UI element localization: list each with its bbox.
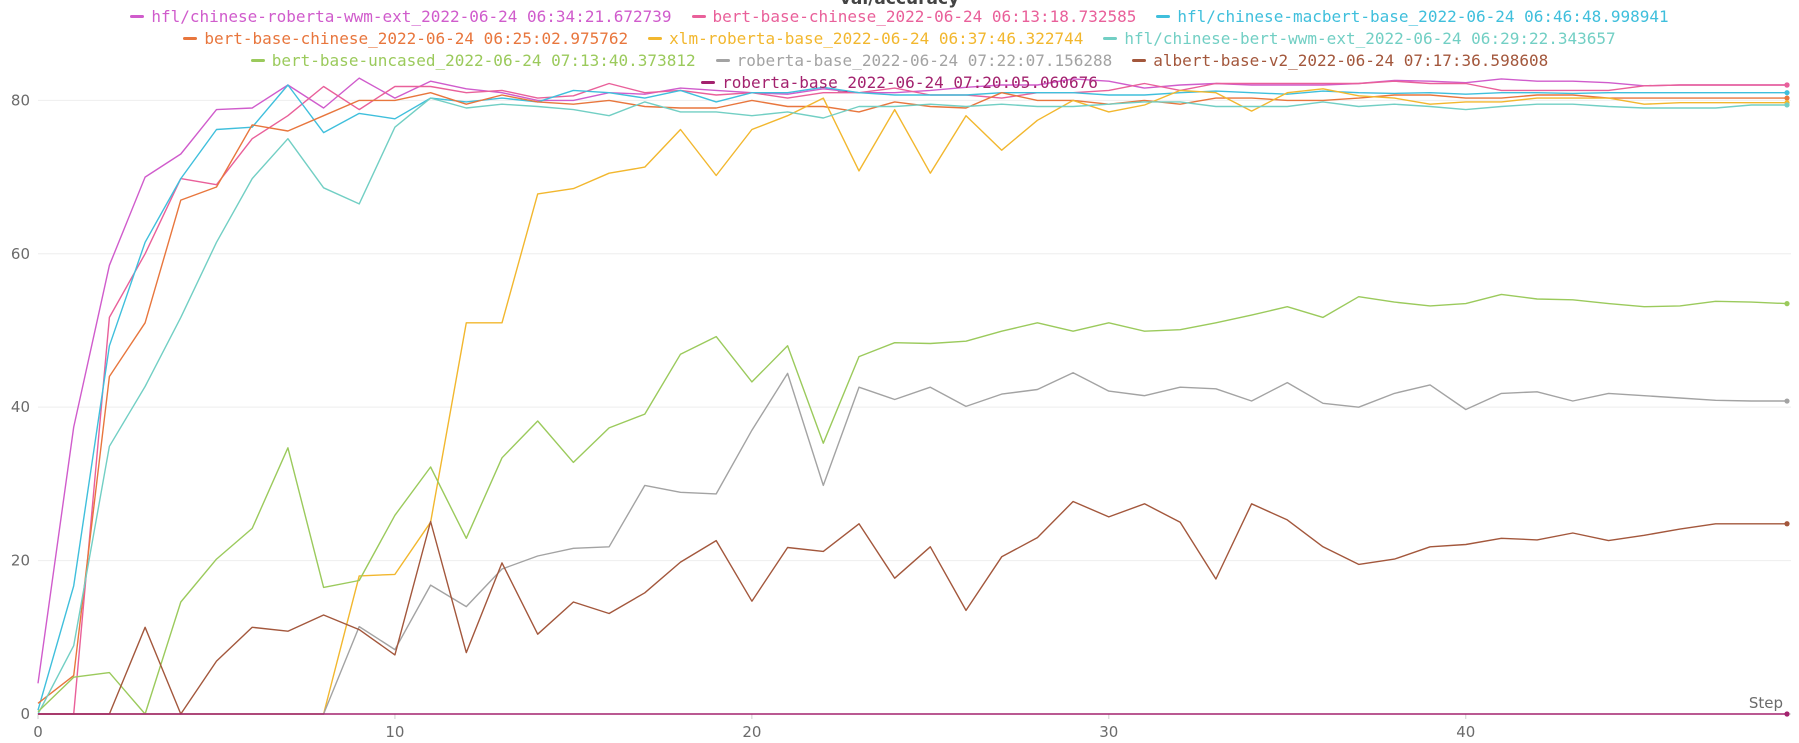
legend-label: roberta-base_2022-06-24 07:20:05.060676: [722, 73, 1098, 92]
legend-item[interactable]: hfl/chinese-macbert-base_2022-06-24 06:4…: [1156, 6, 1669, 27]
legend-item[interactable]: xlm-roberta-base_2022-06-24 06:37:46.322…: [648, 28, 1083, 49]
series-line: [37, 77, 1787, 684]
legend-label: hfl/chinese-roberta-wwm-ext_2022-06-24 0…: [151, 7, 672, 26]
legend-item[interactable]: albert-base-v2_2022-06-24 07:17:36.59860…: [1132, 50, 1548, 71]
legend-item[interactable]: hfl/chinese-bert-wwm-ext_2022-06-24 06:2…: [1103, 28, 1616, 49]
legend-label: xlm-roberta-base_2022-06-24 06:37:46.322…: [669, 29, 1084, 48]
x-axis-label: Step: [1749, 694, 1783, 712]
end-point: [1784, 398, 1790, 404]
series-line: [37, 97, 1787, 715]
legend-label: albert-base-v2_2022-06-24 07:17:36.59860…: [1153, 51, 1549, 70]
series-line: [37, 92, 1787, 704]
series-line: [38, 88, 1787, 715]
legend: hfl/chinese-roberta-wwm-ext_2022-06-24 0…: [80, 6, 1720, 93]
legend-item[interactable]: roberta-base_2022-06-24 07:22:07.156288: [715, 50, 1113, 71]
legend-label: bert-base-chinese_2022-06-24 06:25:02.97…: [204, 29, 629, 48]
legend-swatch: [250, 59, 265, 62]
end-point: [1784, 102, 1790, 108]
legend-swatch: [691, 15, 706, 18]
end-point: [1784, 521, 1790, 527]
legend-swatch: [1156, 15, 1171, 18]
y-tick-label: 20: [11, 552, 30, 570]
legend-item[interactable]: bert-base-chinese_2022-06-24 06:25:02.97…: [183, 28, 628, 49]
legend-label: hfl/chinese-bert-wwm-ext_2022-06-24 06:2…: [1124, 29, 1616, 48]
legend-swatch: [183, 37, 198, 40]
y-tick-label: 40: [11, 398, 30, 416]
legend-label: bert-base-uncased_2022-06-24 07:13:40.37…: [271, 51, 696, 70]
series-line: [38, 80, 1787, 715]
legend-item[interactable]: bert-base-uncased_2022-06-24 07:13:40.37…: [250, 50, 696, 71]
end-point: [1784, 301, 1790, 307]
legend-label: hfl/chinese-macbert-base_2022-06-24 06:4…: [1177, 7, 1669, 26]
legend-item[interactable]: roberta-base_2022-06-24 07:20:05.060676: [701, 72, 1098, 93]
end-point: [1784, 82, 1790, 88]
legend-swatch: [701, 81, 716, 84]
series-line: [37, 293, 1788, 715]
legend-swatch: [1132, 59, 1147, 62]
legend-label: roberta-base_2022-06-24 07:22:07.156288: [736, 51, 1113, 70]
legend-swatch: [648, 37, 663, 40]
series-line: [38, 500, 1787, 715]
y-tick-label: 60: [11, 245, 30, 263]
series-line: [38, 372, 1787, 715]
y-tick-label: 0: [20, 705, 30, 723]
end-point: [1784, 90, 1790, 96]
x-tick-label: 0: [33, 723, 43, 741]
x-tick-label: 40: [1456, 723, 1475, 741]
end-point: [1784, 711, 1790, 717]
chart-title: val/accuracy: [0, 0, 1799, 9]
legend-label: bert-base-chinese_2022-06-24 06:13:18.73…: [712, 7, 1137, 26]
legend-swatch: [715, 59, 730, 62]
legend-swatch: [1103, 37, 1118, 40]
end-point: [1784, 95, 1790, 101]
series-line: [37, 84, 1787, 711]
legend-item[interactable]: hfl/chinese-roberta-wwm-ext_2022-06-24 0…: [130, 6, 672, 27]
x-tick-label: 10: [385, 723, 404, 741]
x-tick-label: 20: [742, 723, 761, 741]
legend-swatch: [130, 15, 145, 18]
y-tick-label: 80: [11, 91, 30, 109]
legend-item[interactable]: bert-base-chinese_2022-06-24 06:13:18.73…: [691, 6, 1137, 27]
x-tick-label: 30: [1099, 723, 1118, 741]
